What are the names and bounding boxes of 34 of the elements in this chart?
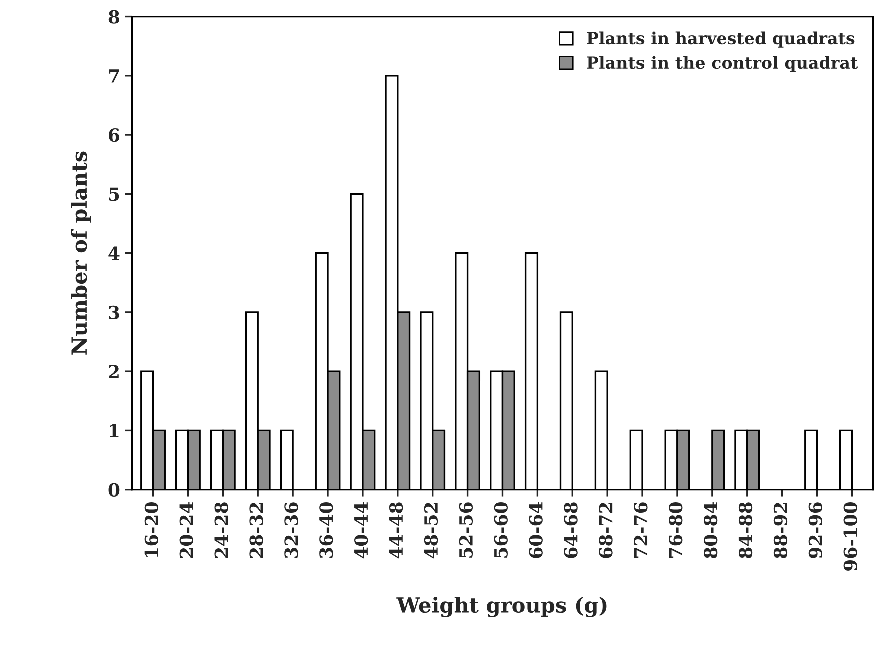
x-tick-label: 24-28 bbox=[214, 502, 228, 558]
x-tick-label: 76-80 bbox=[669, 502, 683, 558]
x-tick-label: 80-84 bbox=[704, 502, 718, 558]
y-tick-label: 8 bbox=[108, 10, 120, 24]
x-tick-label: 68-72 bbox=[599, 503, 613, 558]
y-tick-label: 4 bbox=[108, 246, 120, 260]
x-tick-label: 48-52 bbox=[424, 503, 438, 559]
y-tick-label: 1 bbox=[110, 424, 119, 438]
y-tick-label: 2 bbox=[109, 365, 119, 378]
x-tick-label: 44-48 bbox=[389, 502, 404, 559]
x-tick-label: 92-96 bbox=[808, 502, 823, 558]
x-tick-label: 20-24 bbox=[180, 502, 194, 558]
y-tick-label: 6 bbox=[109, 128, 120, 142]
y-tick-label: 0 bbox=[108, 483, 120, 497]
x-tick-label: 96-100 bbox=[844, 502, 858, 571]
y-axis-title: Number of plants bbox=[71, 152, 92, 355]
x-axis-title: Weight groups (g) bbox=[396, 596, 607, 618]
legend-label: Plants in the control quadrat bbox=[587, 56, 858, 72]
x-tick-label: 52-56 bbox=[459, 502, 474, 558]
x-tick-label: 56-60 bbox=[494, 502, 508, 558]
x-tick-label: 36-40 bbox=[320, 502, 334, 558]
x-tick-label: 88-92 bbox=[774, 503, 788, 558]
y-tick-label: 3 bbox=[109, 306, 120, 320]
x-tick-label: 60-64 bbox=[529, 502, 543, 558]
y-tick-label: 5 bbox=[109, 188, 120, 202]
x-tick-label: 40-44 bbox=[354, 502, 368, 559]
x-tick-label: 64-68 bbox=[564, 502, 578, 558]
x-tick-label: 32-36 bbox=[284, 502, 298, 558]
x-tick-label: 72-76 bbox=[634, 502, 648, 558]
x-tick-label: 28-32 bbox=[250, 503, 264, 558]
x-tick-label: 84-88 bbox=[738, 502, 753, 558]
x-tick-label: 16-20 bbox=[144, 502, 159, 558]
legend-label: Plants in harvested quadrats bbox=[587, 32, 855, 48]
y-tick-label: 7 bbox=[109, 70, 119, 83]
